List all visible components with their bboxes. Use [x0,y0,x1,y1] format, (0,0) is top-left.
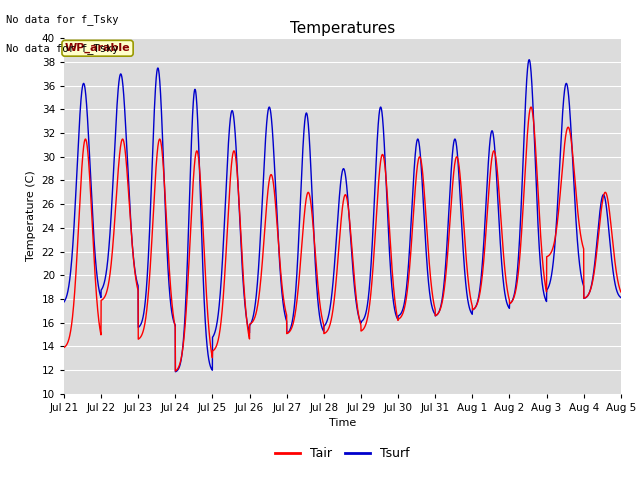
X-axis label: Time: Time [329,418,356,428]
Title: Temperatures: Temperatures [290,21,395,36]
Text: WP_arable: WP_arable [65,43,131,53]
Text: No data for f_Tsky: No data for f_Tsky [6,43,119,54]
Legend: Tair, Tsurf: Tair, Tsurf [270,443,415,466]
Y-axis label: Temperature (C): Temperature (C) [26,170,36,262]
Text: No data for f_Tsky: No data for f_Tsky [6,14,119,25]
